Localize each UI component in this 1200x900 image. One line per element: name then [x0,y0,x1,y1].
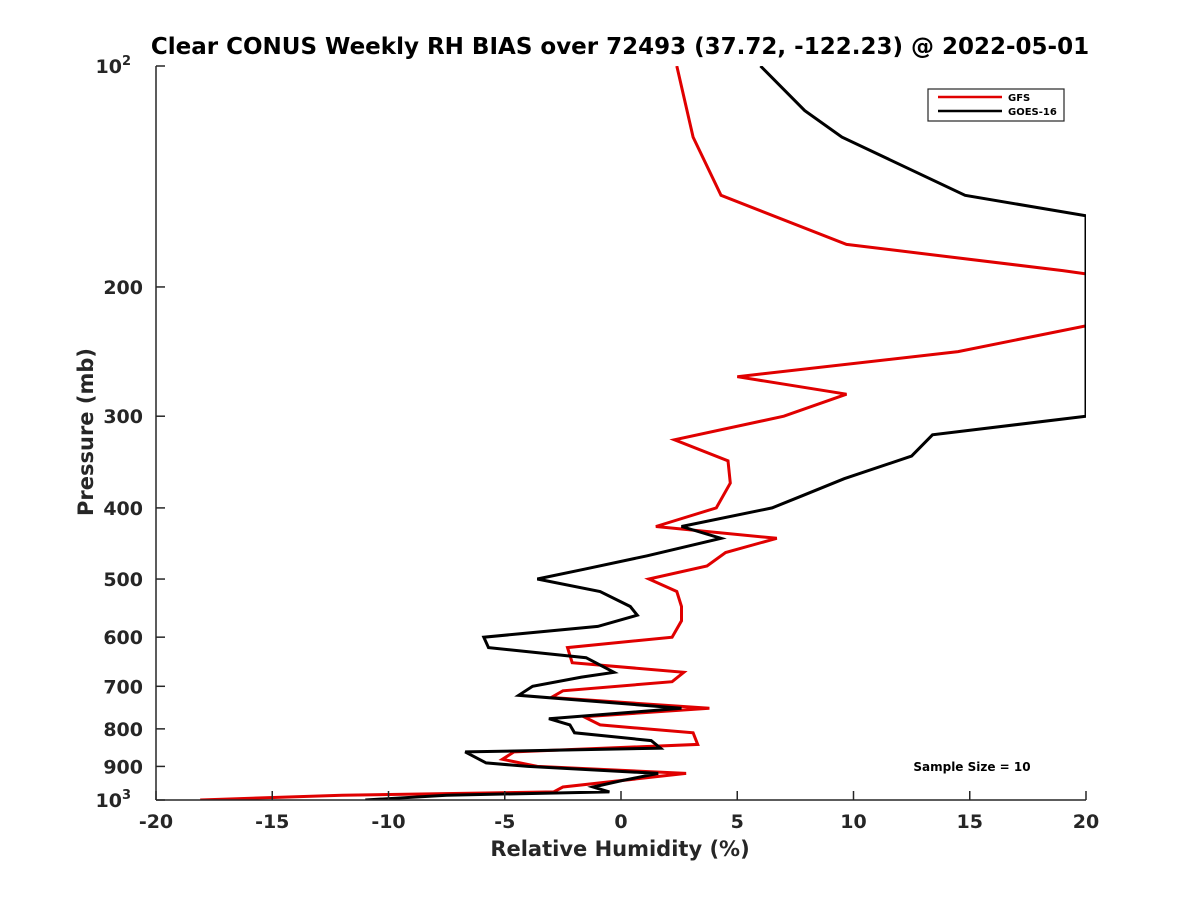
y-tick-label: 900 [103,756,143,778]
y-tick-label: 102 [96,54,132,78]
x-tick-label: 5 [731,811,744,833]
y-tick-label: 300 [103,406,143,428]
sample-size-annotation: Sample Size = 10 [913,760,1030,774]
y-axis-label: Pressure (mb) [74,348,98,516]
y-tick-label: 200 [103,277,143,299]
legend-label: GOES-16 [1008,107,1057,118]
x-tick-label: -15 [255,811,289,833]
plot-area: -20 -15 -10 -5 0 5 10 15 20102200300400500600700… [96,54,1100,833]
y-tick-label: 103 [96,788,132,812]
legend-box [927,88,1065,122]
y-tick-base: 10 [96,790,122,812]
chart-title: Clear CONUS Weekly RH BIAS over 72493 (3… [151,34,1089,60]
series-line-goes-16 [365,66,1086,800]
y-tick-base: 10 [96,56,122,78]
y-tick-label: 500 [103,569,143,591]
x-tick-label: -20 [139,811,173,833]
x-tick-label: -5 [494,811,515,833]
series-group [200,66,1086,800]
legend: GFS GOES-16 [927,88,1065,122]
y-tick-exponent: 2 [122,54,131,69]
x-tick-label: 0 [614,811,627,833]
y-tick-label: 400 [103,498,143,520]
y-tick-label: 800 [103,719,143,741]
y-tick-label: 600 [103,627,143,649]
x-axis-label: Relative Humidity (%) [490,837,749,861]
x-tick-label: 20 [1073,811,1099,833]
x-tick-label: 10 [840,811,866,833]
legend-label: GFS [1008,93,1030,104]
x-tick-label: 15 [957,811,983,833]
x-tick-label: -10 [371,811,405,833]
y-tick-exponent: 3 [122,788,131,803]
y-tick-label: 700 [103,676,143,698]
